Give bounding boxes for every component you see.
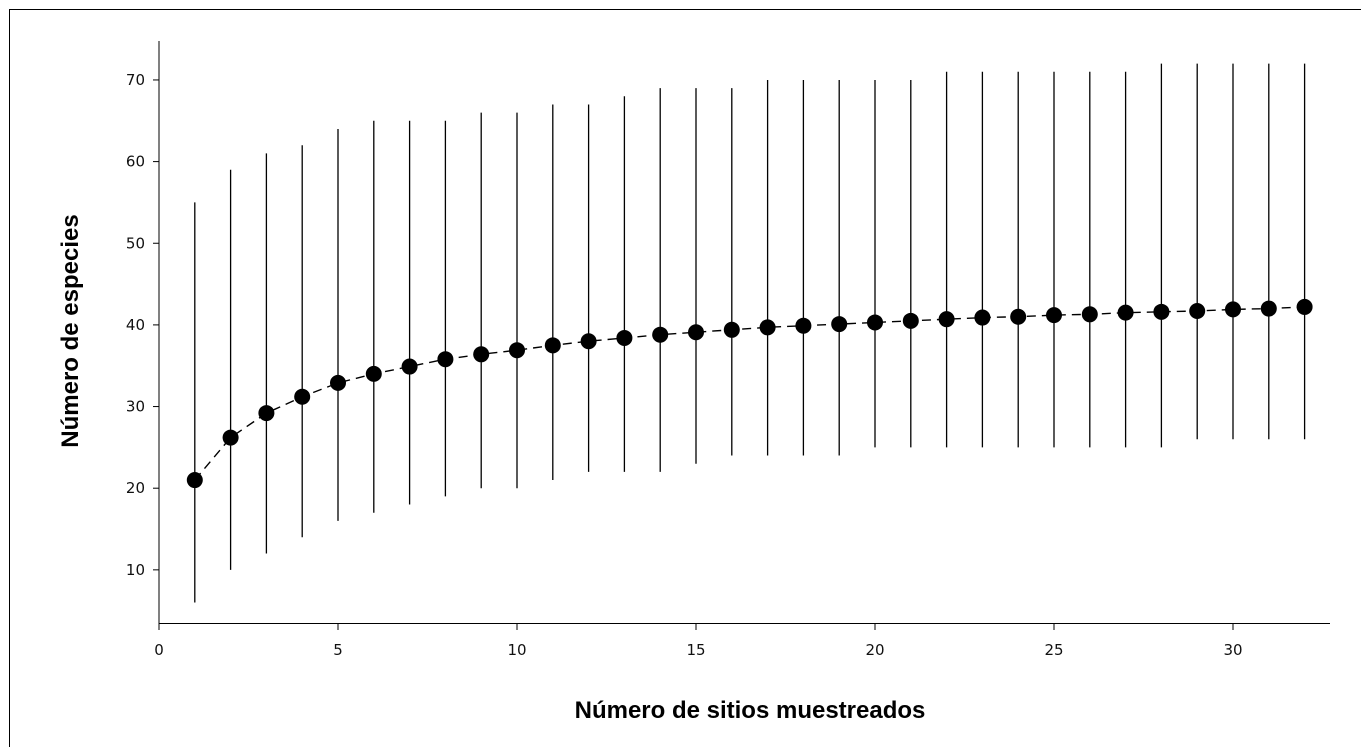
data-point (330, 374, 346, 391)
x-tick-label: 30 (1223, 641, 1242, 659)
data-point (652, 326, 669, 343)
data-point (222, 429, 239, 446)
data-point (1153, 303, 1170, 320)
data-point (1189, 303, 1206, 320)
data-point (902, 312, 919, 329)
data-point (974, 309, 991, 326)
y-axis-title: Número de especies (57, 214, 84, 447)
x-tick-label: 0 (154, 641, 164, 659)
y-tick-label: 30 (126, 398, 145, 416)
data-points (186, 298, 1313, 489)
data-point (580, 333, 597, 350)
figure-frame (9, 9, 1361, 747)
tick-labels: 10 20 30 40 50 60 70 0 5 10 15 20 25 30 (126, 71, 1243, 659)
x-tick-label: 25 (1044, 641, 1063, 659)
data-point (723, 321, 740, 338)
data-point (544, 337, 561, 354)
data-point (795, 317, 812, 334)
data-point (473, 346, 490, 363)
y-tick-label: 10 (126, 561, 145, 579)
data-point (365, 365, 382, 382)
x-tick-label: 20 (865, 641, 884, 659)
data-point (1046, 307, 1062, 324)
y-tick-label: 60 (126, 153, 145, 171)
data-point (258, 405, 275, 422)
data-point (437, 351, 454, 368)
data-point (509, 342, 525, 359)
y-tick-label: 20 (126, 479, 145, 497)
x-tick-label: 15 (686, 641, 705, 659)
y-tick-label: 70 (126, 71, 145, 89)
data-point (1225, 301, 1241, 318)
axes (153, 41, 1330, 630)
data-point (688, 324, 704, 341)
x-tick-label: 5 (333, 641, 343, 659)
data-point (1260, 300, 1277, 317)
data-point (186, 472, 203, 489)
y-tick-label: 40 (126, 316, 145, 334)
data-point (1296, 298, 1313, 315)
x-axis-title: Número de sitios muestreados (575, 697, 926, 724)
data-point (831, 316, 848, 333)
data-point (294, 388, 311, 405)
data-point (759, 319, 776, 336)
y-tick-label: 50 (126, 234, 145, 252)
error-bars (194, 63, 1306, 603)
data-point (1117, 304, 1134, 321)
data-point (1081, 306, 1098, 323)
data-point (938, 311, 955, 328)
trend-line (194, 306, 1305, 481)
x-tick-label: 10 (507, 641, 526, 659)
data-point (867, 314, 883, 331)
data-point (616, 329, 633, 346)
data-point (401, 358, 418, 375)
data-point (1010, 308, 1027, 325)
